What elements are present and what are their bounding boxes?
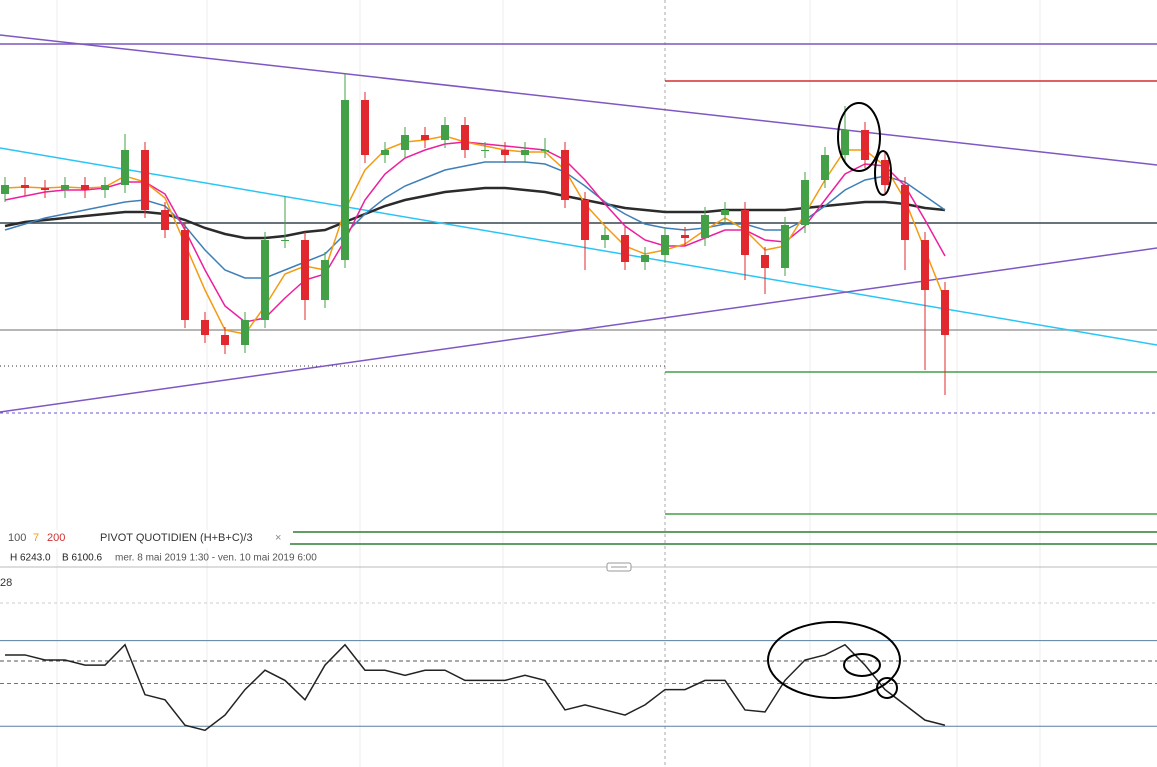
candle-body	[601, 235, 609, 240]
annotation-circle	[837, 102, 881, 172]
annotations	[767, 102, 901, 699]
trend-line	[0, 147, 1157, 346]
candle-body	[301, 240, 309, 300]
candle-body	[161, 210, 169, 230]
annotation-circle	[874, 150, 892, 196]
legend: 100 7 200 PIVOT QUOTIDIEN (H+B+C)/3 × H …	[8, 532, 317, 564]
candle-body	[521, 150, 529, 155]
candle-body	[941, 290, 949, 335]
trend-line	[0, 247, 1157, 413]
candle-body	[441, 125, 449, 140]
candle-body	[201, 320, 209, 335]
grid	[56, 0, 1041, 767]
candle-body	[621, 235, 629, 262]
candle-body	[921, 240, 929, 290]
pivot-label: PIVOT QUOTIDIEN (H+B+C)/3	[100, 532, 253, 544]
candle-body	[461, 125, 469, 150]
trend-line	[0, 34, 1157, 166]
candle-body	[341, 100, 349, 260]
candle-body	[381, 150, 389, 155]
candle-body	[81, 185, 89, 190]
candle-body	[141, 150, 149, 210]
candle-body	[361, 100, 369, 155]
candle-body	[761, 255, 769, 268]
period-label: mer. 8 mai 2019 1:30 - ven. 10 mai 2019 …	[115, 553, 317, 564]
candle-body	[541, 150, 549, 151]
candle-body	[421, 135, 429, 140]
candle-body	[1, 185, 9, 194]
candle-body	[781, 225, 789, 268]
candle-body	[321, 260, 329, 300]
high-label: H 6243.0	[10, 553, 51, 564]
candle-body	[41, 188, 49, 190]
candle-body	[261, 240, 269, 320]
candle-body	[661, 235, 669, 255]
candle-body	[121, 150, 129, 185]
candle-body	[181, 230, 189, 320]
annotation-circle	[843, 653, 881, 677]
candle-body	[21, 185, 29, 188]
low-label: B 6100.6	[62, 553, 102, 564]
legend-item: 200	[47, 532, 65, 544]
candle-body	[581, 200, 589, 240]
candle-body	[681, 235, 689, 238]
candle-body	[401, 135, 409, 150]
candle-body	[901, 185, 909, 240]
candle-body	[741, 210, 749, 255]
annotation-circle	[876, 677, 898, 699]
annotation-circle	[767, 621, 901, 699]
candle-body	[481, 150, 489, 151]
candle-body	[101, 185, 109, 190]
legend-item: 7	[33, 532, 39, 544]
candle-body	[841, 130, 849, 155]
candle-body	[61, 185, 69, 190]
close-icon[interactable]: ×	[275, 532, 281, 544]
indicator-pane	[0, 640, 1157, 732]
candle-body	[881, 160, 889, 185]
indicator-label: 28	[0, 577, 12, 589]
candle-body	[801, 180, 809, 225]
candle-body	[501, 150, 509, 155]
legend-item: 100	[8, 532, 26, 544]
legend-bg	[0, 530, 290, 548]
candle-body	[861, 130, 869, 160]
indicator-line	[5, 643, 946, 732]
price-pane	[0, 34, 1157, 545]
candle-body	[281, 240, 289, 241]
candle-body	[221, 335, 229, 345]
candle-body	[561, 150, 569, 200]
candle-body	[701, 215, 709, 238]
candle-body	[641, 255, 649, 262]
candle-body	[241, 320, 249, 345]
candle-body	[821, 155, 829, 180]
candle-body	[721, 210, 729, 215]
